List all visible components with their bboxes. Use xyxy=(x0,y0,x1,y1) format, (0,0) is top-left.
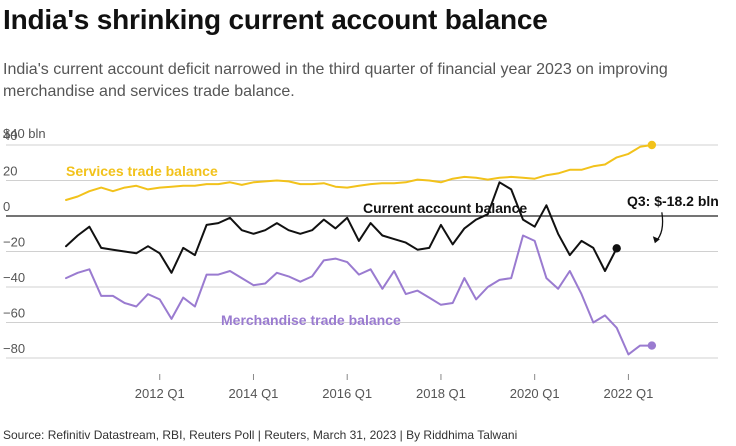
y-tick-label: −20 xyxy=(3,235,25,250)
y-tick-label: −60 xyxy=(3,306,25,321)
annotation-q3-label: Q3: $-18.2 bln xyxy=(627,193,719,209)
series-label-merchandise: Merchandise trade balance xyxy=(221,312,401,328)
series-label-current-account: Current account balance xyxy=(363,200,527,216)
series-line-current-account-balance xyxy=(65,181,618,274)
line-chart: 40 20 0 −20 −40 −60 −80 $40 bln 2012 Q1 2014 Q1 20… xyxy=(3,126,719,401)
x-tick-label: 2012 Q1 xyxy=(135,386,185,401)
series-label-services: Services trade balance xyxy=(66,163,218,179)
x-tick-label: 2018 Q1 xyxy=(416,386,466,401)
series-endpoint-current-account-balance xyxy=(612,244,621,253)
x-tick-label: 2022 Q1 xyxy=(603,386,653,401)
series-endpoint-merchandise-trade-balance xyxy=(647,341,657,350)
series-line-merchandise-trade-balance xyxy=(65,234,653,356)
series-endpoint-services-trade-balance xyxy=(647,140,657,150)
chart-title: India's shrinking current account balanc… xyxy=(3,4,548,35)
y-tick-label: 20 xyxy=(3,164,17,179)
source-note: Source: Refinitiv Datastream, RBI, Reute… xyxy=(3,428,518,442)
x-tick-label: 2020 Q1 xyxy=(510,386,560,401)
y-tick-label: 40 xyxy=(3,128,17,143)
chart-subtitle: India's current account deficit narrowed… xyxy=(3,61,668,100)
y-tick-label: 0 xyxy=(3,199,10,214)
series-line-services-trade-balance xyxy=(65,144,653,201)
y-unit-label: $40 bln xyxy=(3,126,46,141)
y-tick-label: −80 xyxy=(3,341,25,356)
annotation-arrowhead xyxy=(652,236,660,244)
annotation-arrow xyxy=(655,212,664,242)
y-tick-label: −40 xyxy=(3,270,25,285)
x-tick-label: 2016 Q1 xyxy=(322,386,372,401)
x-tick-label: 2014 Q1 xyxy=(229,386,279,401)
